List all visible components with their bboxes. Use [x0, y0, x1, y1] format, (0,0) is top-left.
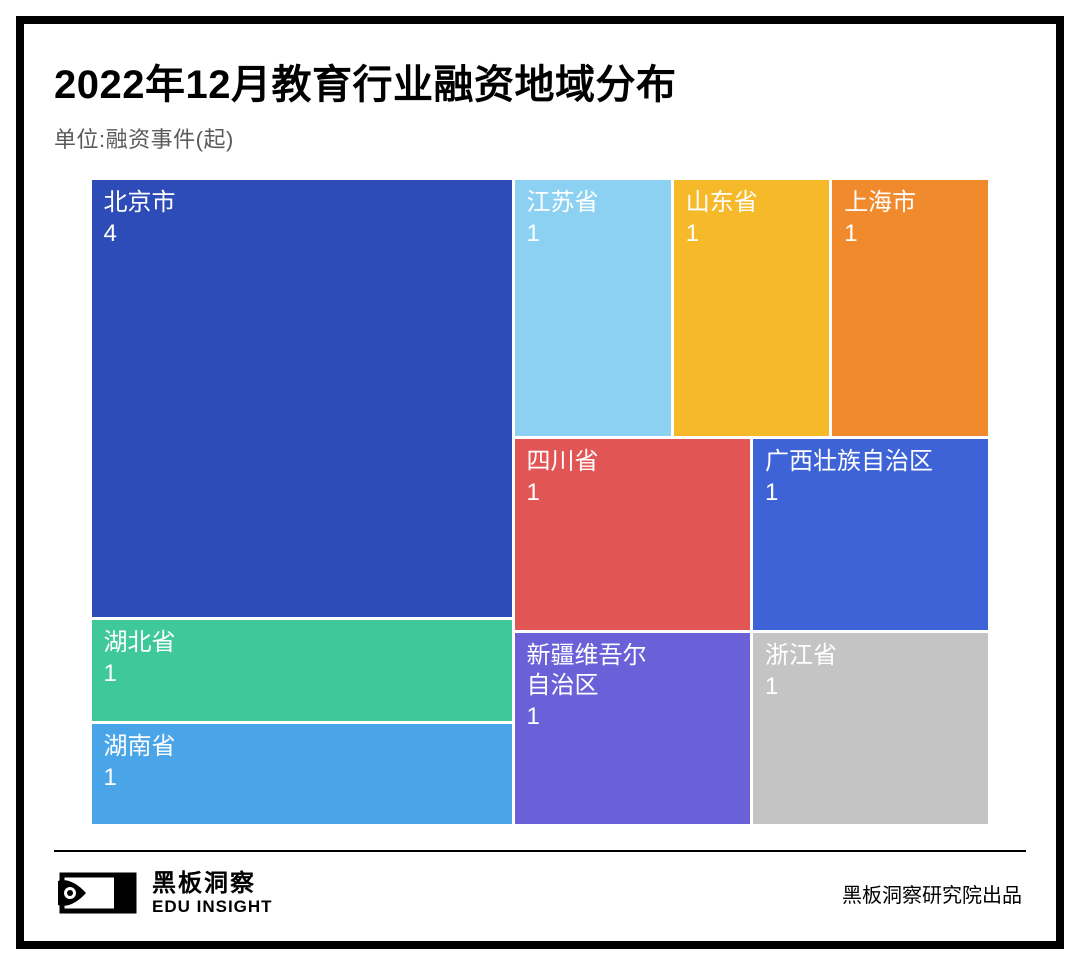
brand-logo-icon	[58, 871, 138, 915]
chart-subtitle: 单位:融资事件(起)	[54, 122, 1026, 154]
outer-frame: 2022年12月教育行业融资地域分布 单位:融资事件(起) 北京市4江苏省1山东…	[16, 16, 1064, 949]
tile-label: 浙江省	[765, 641, 976, 671]
brand-name-cn: 黑板洞察	[152, 870, 273, 898]
treemap-tile: 新疆维吾尔自治区1	[515, 633, 750, 824]
tile-value: 1	[844, 220, 976, 249]
tile-value: 4	[104, 220, 500, 249]
treemap-tile: 山东省1	[674, 180, 829, 436]
tile-value: 1	[104, 660, 500, 689]
credit-text: 黑板洞察研究院出品	[842, 879, 1022, 908]
treemap-tile: 广西壮族自治区1	[753, 439, 988, 630]
tile-value: 1	[686, 220, 817, 249]
tile-value: 1	[527, 220, 659, 249]
footer-divider	[54, 850, 1026, 852]
treemap-tile: 北京市4	[92, 180, 512, 618]
tile-label: 山东省	[686, 188, 817, 218]
tile-value: 1	[765, 479, 976, 508]
tile-value: 1	[765, 673, 976, 702]
footer: 黑板洞察 EDU INSIGHT 黑板洞察研究院出品	[54, 870, 1026, 917]
tile-label: 湖北省	[104, 628, 500, 658]
tile-label: 上海市	[844, 188, 976, 218]
treemap-tile: 上海市1	[832, 180, 988, 436]
treemap-tile: 四川省1	[515, 439, 750, 630]
treemap-tile: 江苏省1	[515, 180, 671, 436]
tile-label: 湖南省	[104, 732, 500, 762]
tile-value: 1	[104, 764, 500, 793]
tile-value: 1	[527, 703, 738, 732]
brand: 黑板洞察 EDU INSIGHT	[58, 870, 273, 917]
tile-label: 广西壮族自治区	[765, 447, 976, 477]
treemap-tile: 湖南省1	[92, 724, 512, 825]
tile-label: 江苏省	[527, 188, 659, 218]
chart-title: 2022年12月教育行业融资地域分布	[54, 52, 1026, 110]
brand-text: 黑板洞察 EDU INSIGHT	[152, 870, 273, 917]
tile-label: 新疆维吾尔自治区	[527, 641, 738, 701]
treemap-tile: 湖北省1	[92, 620, 512, 721]
brand-name-en: EDU INSIGHT	[152, 897, 273, 917]
treemap-tile: 浙江省1	[753, 633, 988, 824]
treemap-chart: 北京市4江苏省1山东省1上海市1四川省1广西壮族自治区1湖北省1湖南省1新疆维吾…	[90, 178, 990, 826]
tile-label: 四川省	[527, 447, 738, 477]
tile-label: 北京市	[104, 188, 500, 218]
tile-value: 1	[527, 479, 738, 508]
